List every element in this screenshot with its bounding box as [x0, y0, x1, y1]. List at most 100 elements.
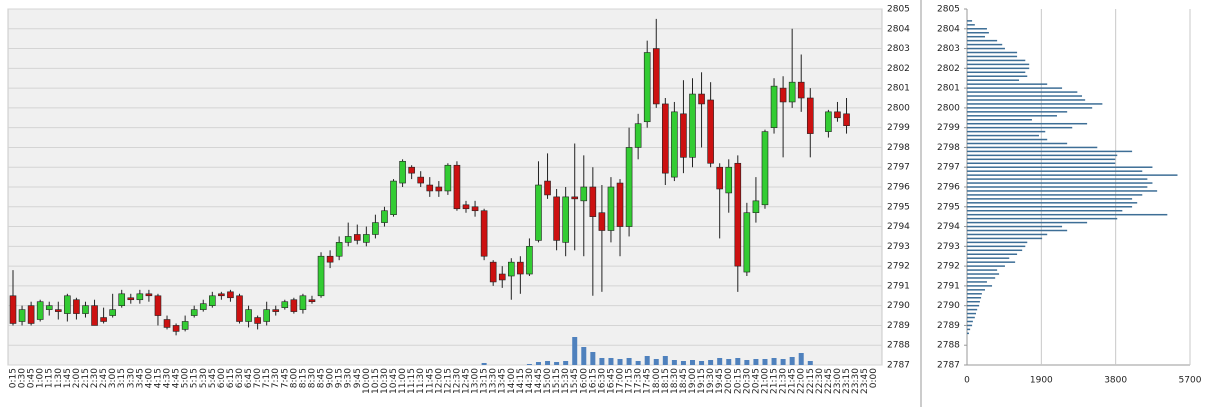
volume-bar	[753, 359, 759, 365]
x-tick-label: 19:15	[697, 368, 707, 394]
profile-bar	[967, 162, 1116, 165]
volume-bar	[671, 360, 677, 365]
candle-body	[734, 162, 742, 267]
profile-bar	[967, 158, 1116, 161]
candle-body	[779, 87, 787, 103]
profile-bar	[967, 332, 969, 335]
candle-body	[761, 131, 769, 206]
y-tick-label: 2803	[887, 44, 910, 54]
x-tick-label: 2:45	[99, 368, 109, 388]
x-tick-label: 19:45	[715, 368, 725, 394]
volume-bar	[762, 359, 768, 365]
profile-bar	[967, 166, 1153, 168]
candle-body	[227, 291, 234, 299]
x-tick-label: 7:15	[262, 368, 272, 388]
y-tick-label: 2799	[937, 123, 960, 133]
x-tick-label: 0:00	[869, 368, 879, 388]
x-tick-label: 15:45	[570, 368, 580, 394]
profile-bar	[967, 265, 1005, 267]
volume-bar	[680, 361, 686, 365]
x-tick-label: 12:15	[443, 368, 453, 394]
candle-body	[100, 317, 107, 322]
x-tick-label: 6:15	[226, 368, 236, 388]
x-tick-label: 3:30	[126, 368, 136, 388]
candle-body	[662, 103, 669, 174]
candle-body	[526, 246, 533, 275]
candle-body	[27, 305, 35, 324]
y-tick-label: 2789	[937, 321, 960, 331]
profile-bar	[967, 229, 1068, 232]
x-tick-label: 20:00	[724, 368, 734, 394]
profile-bar	[967, 233, 1048, 236]
profile-bar	[967, 281, 987, 283]
candle-body	[36, 301, 44, 320]
candle-body	[290, 299, 298, 312]
x-tick-label: 20:15	[733, 368, 743, 394]
volume-bar	[554, 362, 560, 365]
profile-bar	[967, 31, 989, 34]
x-tick-label: 8:45	[317, 368, 327, 388]
profile-bar	[967, 194, 1143, 196]
x-tick-label: 17:00	[616, 368, 626, 394]
volume-bar	[744, 360, 750, 365]
x-tick-label: 14:45	[534, 368, 544, 394]
x-tick-label: 11:45	[425, 368, 435, 394]
x-tick-label: 11:00	[398, 368, 408, 394]
profile-bar	[967, 206, 1133, 208]
profile-bar	[967, 273, 1000, 275]
profile-bar	[967, 261, 1016, 263]
x-tick-label: 19:30	[706, 368, 716, 394]
volume-bar	[617, 359, 623, 365]
x-tick-label: 14:15	[516, 368, 526, 394]
x-tick-label: 3:45	[135, 368, 145, 388]
y-tick-label: 2787	[887, 361, 910, 371]
profile-bar	[967, 225, 1063, 228]
candle-body	[390, 180, 397, 215]
x-tick-label: 21:00	[760, 368, 770, 394]
profile-bar	[967, 79, 1020, 81]
candle-body	[725, 166, 733, 194]
candle-body	[643, 52, 651, 123]
x-tick-label: 4:00	[144, 368, 154, 388]
candle-body	[82, 305, 89, 314]
profile-bar	[967, 67, 1030, 70]
x-tick-label: 18:00	[652, 368, 662, 394]
profile-bar	[967, 119, 1032, 121]
profile-bar	[967, 134, 1039, 137]
candle-body	[544, 180, 551, 196]
candle-body	[199, 303, 207, 310]
volume-bar	[608, 358, 614, 365]
y-tick-label: 2803	[937, 44, 960, 54]
candle-body	[435, 186, 443, 192]
profile-bar	[967, 71, 1026, 74]
x-tick-label: 2:15	[81, 368, 91, 388]
profile-bar	[967, 297, 982, 299]
candle-body	[236, 295, 243, 322]
profile-bar	[967, 217, 1118, 220]
candle-body	[453, 164, 461, 210]
candle-body	[145, 293, 153, 297]
profile-bar	[967, 289, 985, 291]
y-tick-label: 2795	[937, 202, 960, 212]
y-tick-label: 2804	[937, 24, 960, 34]
profile-bar	[967, 213, 1168, 216]
candle-body	[326, 255, 334, 263]
volume-bar	[481, 363, 487, 365]
candle-body	[172, 325, 180, 332]
y-tick-label: 2793	[887, 242, 910, 252]
volume-bar	[798, 353, 804, 365]
y-tick-label: 2795	[887, 202, 910, 212]
x-tick-label: 10:00	[362, 368, 372, 394]
volume-bar	[626, 358, 632, 365]
profile-bar	[967, 202, 1138, 204]
x-tick-label: 21:30	[779, 368, 789, 394]
y-tick-label: 2798	[937, 143, 960, 153]
x-tick-label: 2:00	[72, 368, 82, 388]
profile-bar	[967, 47, 1005, 50]
x-tick-label: 13:00	[471, 368, 481, 394]
x-tick-label: 4:45	[172, 368, 182, 388]
y-tick-label: 2793	[937, 242, 960, 252]
x-tick-label: 1:00	[36, 368, 46, 388]
y-tick-label: 2788	[937, 341, 960, 351]
